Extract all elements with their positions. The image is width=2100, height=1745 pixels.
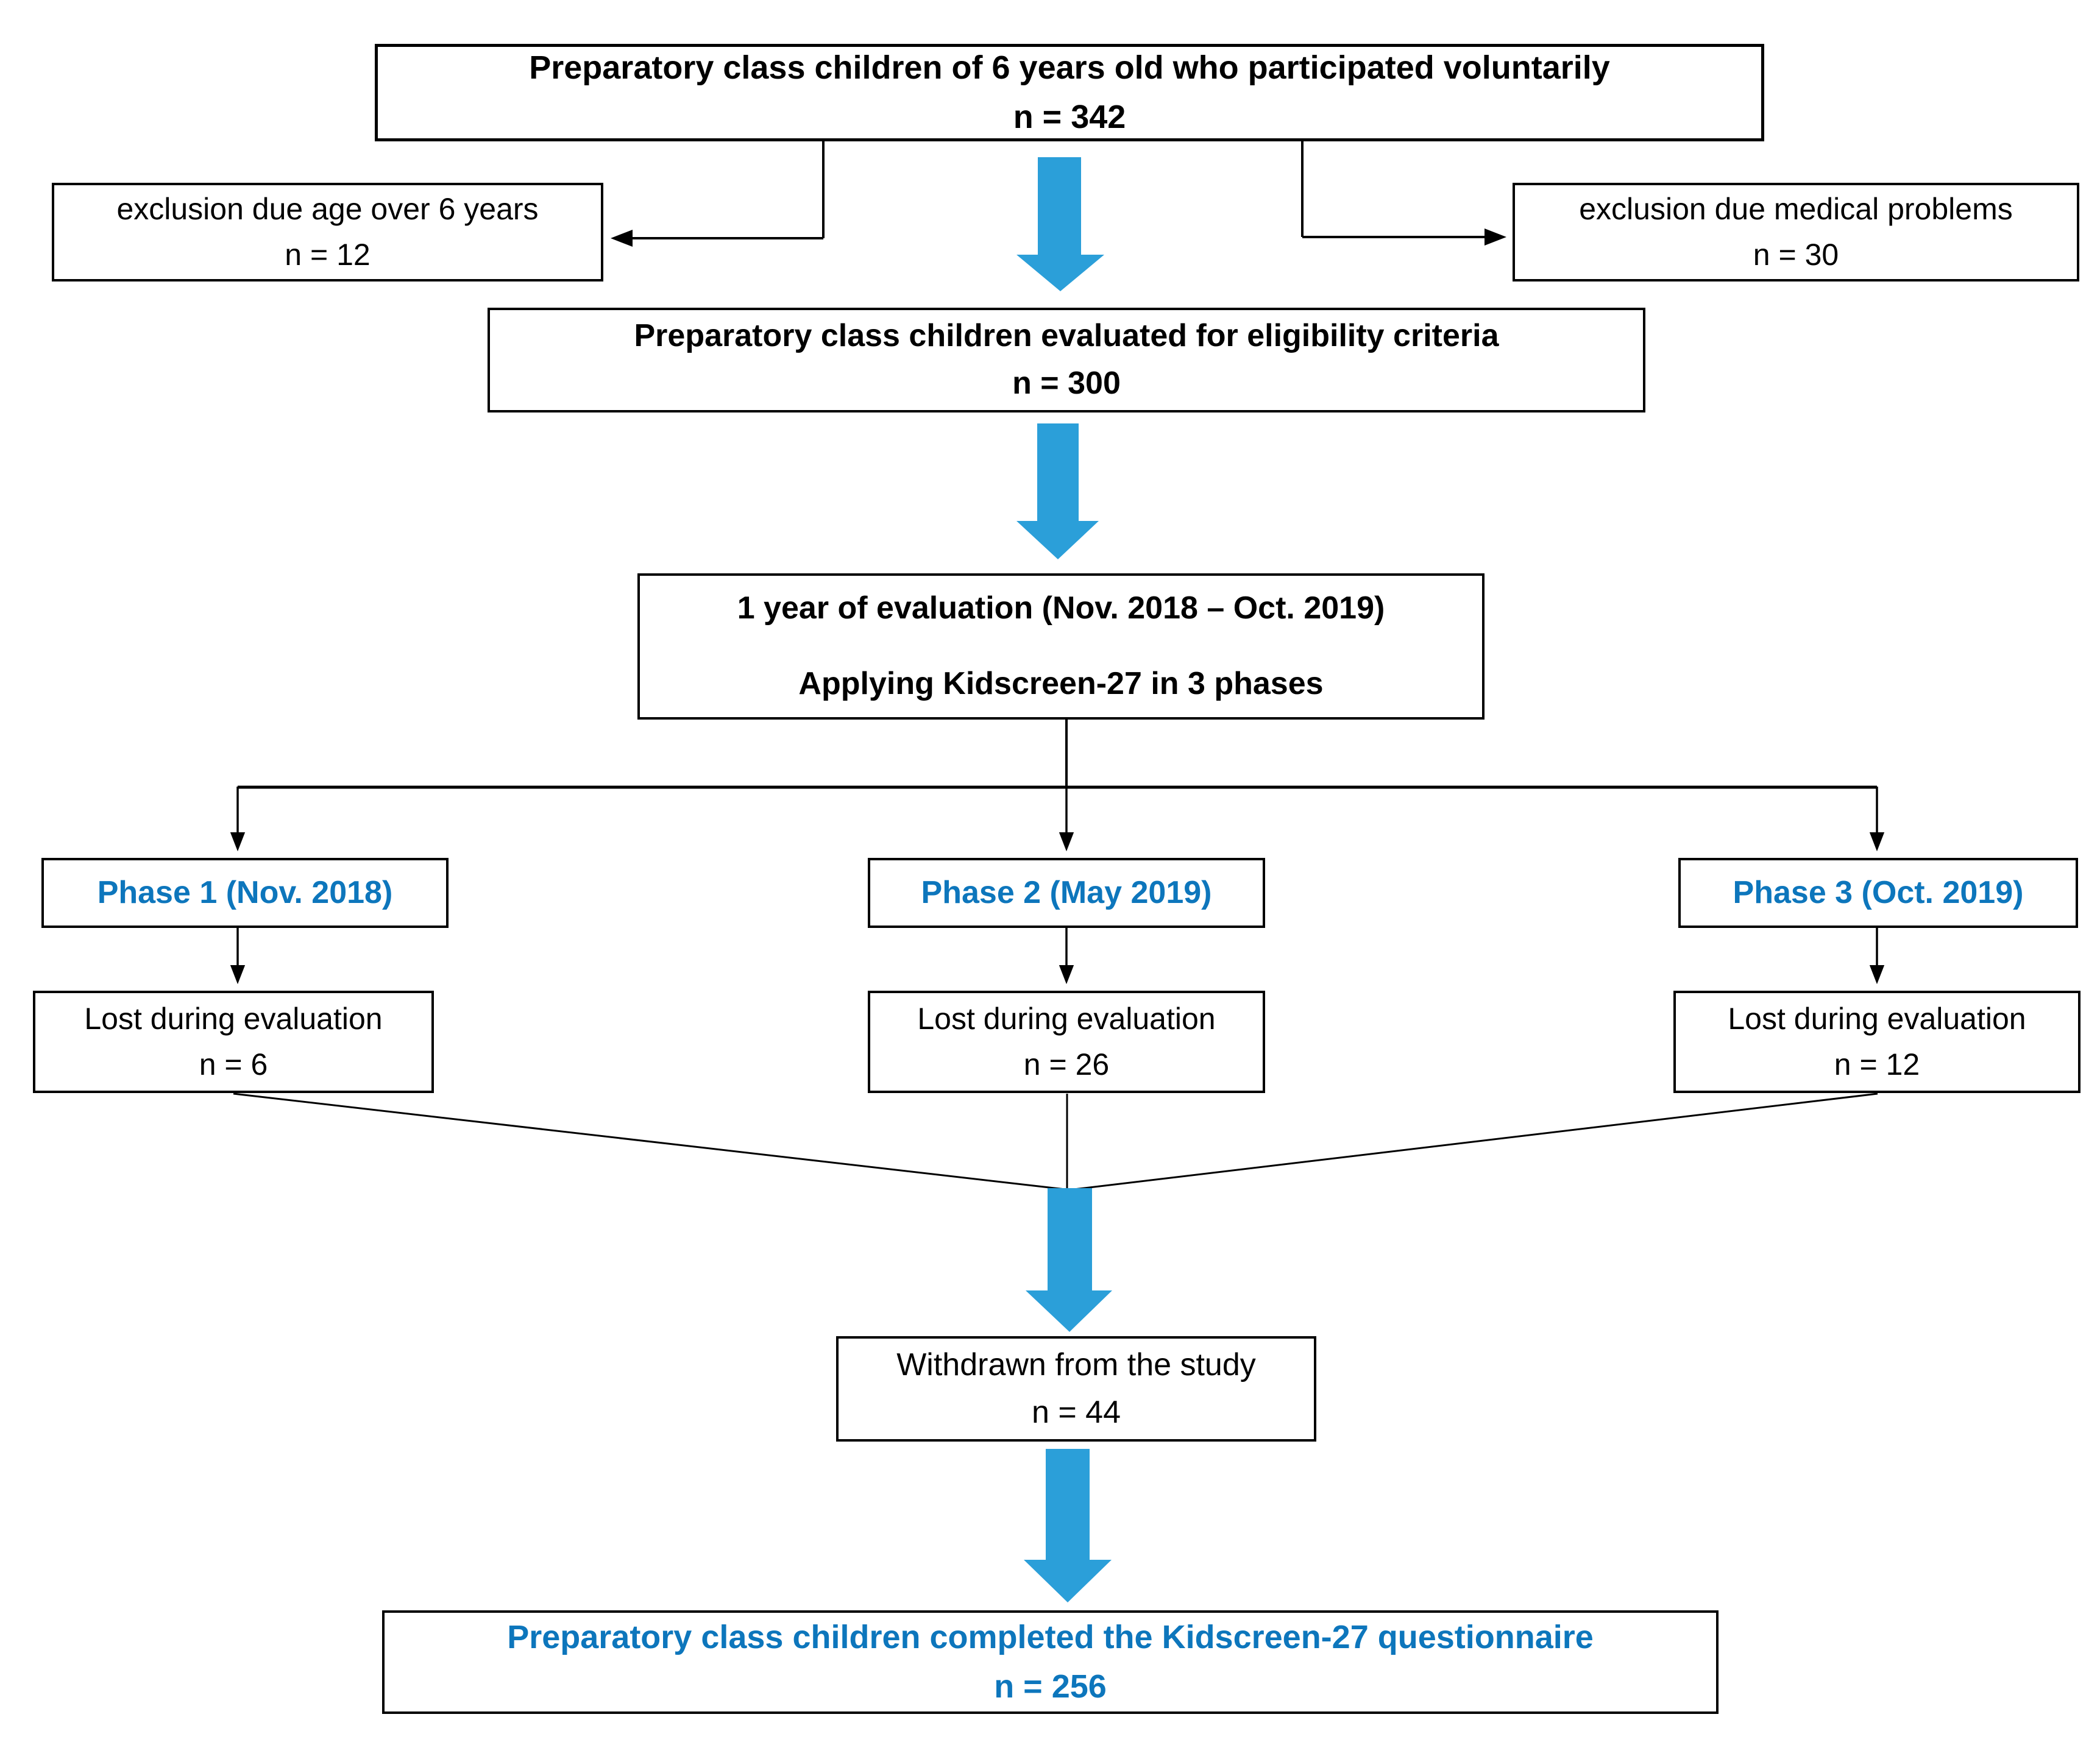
eligibility-text: Preparatory class children evaluated for… bbox=[634, 318, 1499, 354]
lost-phase2-text: Lost during evaluation bbox=[917, 1002, 1216, 1036]
phase3-box: Phase 3 (Oct. 2019) bbox=[1678, 858, 2078, 928]
evaluation-line1: 1 year of evaluation (Nov. 2018 – Oct. 2… bbox=[737, 590, 1385, 626]
lost-phase2-box: Lost during evaluation n = 26 bbox=[868, 991, 1265, 1093]
enrolled-count: n = 342 bbox=[1013, 99, 1126, 135]
lost-phase3-text: Lost during evaluation bbox=[1728, 1002, 2026, 1036]
lost-phase3-count: n = 12 bbox=[1834, 1047, 1920, 1081]
arrow-withdrawn-to-completed bbox=[1024, 1449, 1112, 1602]
lost-phase1-box: Lost during evaluation n = 6 bbox=[33, 991, 434, 1093]
phase1-label: Phase 1 (Nov. 2018) bbox=[97, 874, 393, 910]
connector-lost3-converge bbox=[1073, 1092, 1878, 1191]
eligibility-count: n = 300 bbox=[1012, 366, 1121, 401]
lost-phase1-text: Lost during evaluation bbox=[84, 1002, 383, 1036]
phase2-box: Phase 2 (May 2019) bbox=[868, 858, 1265, 928]
withdrawn-box: Withdrawn from the study n = 44 bbox=[836, 1336, 1316, 1442]
completed-count: n = 256 bbox=[994, 1668, 1107, 1705]
phase1-box: Phase 1 (Nov. 2018) bbox=[41, 858, 449, 928]
connector-lost1-converge bbox=[233, 1092, 1066, 1191]
lost-phase1-count: n = 6 bbox=[199, 1047, 268, 1081]
evaluation-box: 1 year of evaluation (Nov. 2018 – Oct. 2… bbox=[637, 573, 1485, 720]
exclusion-medical-count: n = 30 bbox=[1753, 238, 1839, 272]
withdrawn-count: n = 44 bbox=[1031, 1394, 1121, 1430]
withdrawn-text: Withdrawn from the study bbox=[896, 1347, 1256, 1382]
enrolled-box: Preparatory class children of 6 years ol… bbox=[375, 44, 1764, 141]
exclusion-age-text: exclusion due age over 6 years bbox=[116, 192, 539, 226]
exclusion-medical-text: exclusion due medical problems bbox=[1579, 192, 2013, 226]
exclusion-age-count: n = 12 bbox=[285, 238, 371, 272]
phase3-label: Phase 3 (Oct. 2019) bbox=[1733, 874, 2024, 910]
arrow-eligibility-to-evaluation bbox=[1016, 423, 1099, 559]
completed-text: Preparatory class children completed the… bbox=[507, 1619, 1594, 1656]
arrow-enrolled-to-eligibility bbox=[1016, 157, 1104, 291]
evaluation-line2: Applying Kidscreen-27 in 3 phases bbox=[798, 666, 1324, 701]
arrow-converge-to-withdrawn bbox=[1026, 1188, 1112, 1332]
enrolled-text: Preparatory class children of 6 years ol… bbox=[529, 49, 1610, 87]
completed-box: Preparatory class children completed the… bbox=[382, 1610, 1719, 1714]
exclusion-age-box: exclusion due age over 6 years n = 12 bbox=[52, 183, 603, 281]
phase2-label: Phase 2 (May 2019) bbox=[921, 874, 1212, 910]
exclusion-medical-box: exclusion due medical problems n = 30 bbox=[1513, 183, 2079, 281]
lost-phase2-count: n = 26 bbox=[1023, 1047, 1110, 1081]
lost-phase3-box: Lost during evaluation n = 12 bbox=[1673, 991, 2080, 1093]
eligibility-box: Preparatory class children evaluated for… bbox=[488, 308, 1645, 412]
